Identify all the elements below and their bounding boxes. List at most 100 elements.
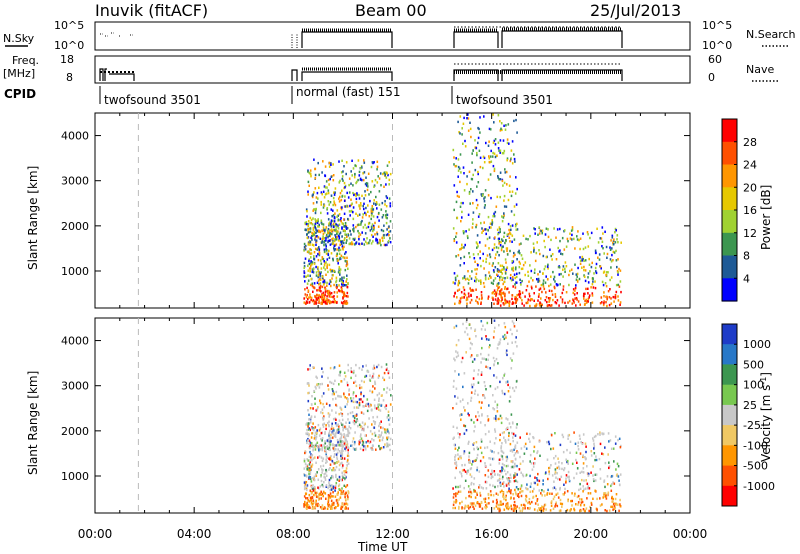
power-scatter-point [314,295,316,298]
power-scatter-point [453,208,455,212]
power-scatter-point [457,282,460,285]
velocity-scatter-point [506,380,509,383]
velocity-scatter-point [586,497,588,500]
velocity-scatter-point [468,414,470,417]
power-scatter-point [504,272,507,275]
power-scatter-point [564,270,566,273]
power-scatter-point [373,199,375,202]
power-scatter-point [499,244,502,247]
velocity-scatter-point [338,463,341,467]
power-scatter-point [513,273,516,276]
velocity-scatter-point [552,487,554,490]
power-scatter-point [460,247,462,251]
velocity-scatter-point [494,430,497,433]
power-scatter-point [468,295,470,298]
power-scatter-point [318,253,321,257]
power-scatter-point [329,232,332,235]
power-scatter-point [339,231,342,234]
power-scatter-point [338,237,341,240]
velocity-scatter-point [352,371,355,374]
power-scatter-point [455,200,458,204]
power-scatter-point [453,295,455,298]
velocity-scatter-point [321,483,324,487]
velocity-scatter-point [493,507,496,510]
velocity-scatter-point [386,367,388,370]
power-scatter-point [317,218,319,221]
power-scatter-point [511,261,514,264]
velocity-scatter-point [453,493,455,496]
power-ytick-label: 4000 [61,130,89,143]
velocity-scatter-point [476,468,478,472]
velocity-scatter-point [358,440,361,443]
power-scatter-point [493,167,496,171]
velocity-scatter-point [332,467,335,470]
velocity-scatter-point [553,486,556,489]
power-scatter-point [508,184,511,187]
power-scatter-point [316,201,318,204]
velocity-scatter-point [511,359,513,362]
velocity-scatter-point [307,437,309,441]
power-scatter-point [314,211,317,215]
power-scatter-point [343,291,345,294]
power-scatter-point [479,279,482,282]
velocity-scatter-point [315,495,318,498]
power-scatter-point [381,239,384,242]
power-scatter-point [310,252,313,255]
velocity-scatter-point [580,501,583,504]
power-scatter-point [328,249,330,253]
power-scatter-point [535,285,537,288]
velocity-scatter-point [562,493,564,496]
velocity-scatter-point [315,502,317,505]
velocity-scatter-point [461,506,463,509]
power-scatter-point [360,221,362,224]
power-scatter-point [519,281,522,285]
power-scatter-point [333,249,336,252]
velocity-scatter-point [345,502,348,505]
velocity-scatter-point [532,465,535,468]
power-scatter-point [494,143,497,146]
velocity-scatter-point [328,483,331,486]
power-scatter-point [515,266,517,269]
power-scatter-point [456,296,458,299]
velocity-scatter-point [366,445,369,448]
velocity-scatter-point [308,500,311,503]
velocity-scatter-point [510,460,513,463]
power-scatter-point [589,236,591,240]
velocity-scatter-point [324,446,326,449]
velocity-scatter-point [475,415,477,418]
power-scatter-point [361,219,363,223]
power-scatter-point [338,246,340,249]
velocity-scatter-point [474,328,477,331]
velocity-scatter-point [324,432,326,435]
power-scatter-point [590,231,593,235]
power-scatter-point [312,299,315,302]
velocity-scatter-point [542,483,544,486]
power-scatter-point [345,300,348,303]
velocity-scatter-point [480,352,482,356]
velocity-scatter-point [510,496,512,499]
velocity-scatter-point [458,436,461,439]
velocity-scatter-point [515,336,517,339]
power-scatter-point [539,301,541,304]
power-scatter-point [315,196,318,199]
power-scatter-point [385,195,388,198]
velocity-scatter-point [491,469,493,472]
velocity-scatter-point [485,507,487,510]
velocity-scatter-point [546,493,548,496]
power-scatter-point [463,292,466,295]
velocity-scatter-point [335,448,337,451]
power-scatter-point [483,285,486,288]
power-scatter-point [569,269,571,273]
velocity-scatter-point [387,444,389,448]
power-scatter-point [587,272,590,275]
velocity-scatter-point [464,330,466,334]
power-scatter-point [477,136,480,140]
power-scatter-point [527,300,529,304]
power-scatter-point [382,229,385,233]
velocity-scatter-point [493,319,496,322]
power-scatter-point [494,236,496,239]
power-scatter-point [366,237,368,240]
power-scatter-point [335,280,337,284]
velocity-scatter-point [454,461,457,465]
velocity-scatter-point [457,490,460,493]
